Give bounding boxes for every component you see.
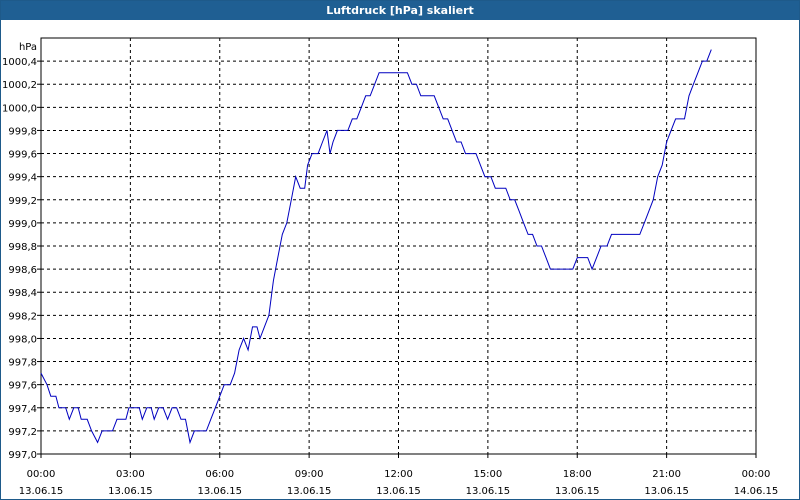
y-tick-label: 998,6 [8, 265, 37, 276]
y-tick-label: 1000,0 [2, 103, 37, 114]
y-tick-label: 998,8 [8, 242, 37, 253]
y-tick-label: 998,0 [8, 334, 37, 345]
chart-title: Luftdruck [hPa] skaliert [1, 1, 799, 20]
x-tick-time-label: 06:00 [205, 469, 234, 480]
x-tick-time-label: 00:00 [27, 469, 56, 480]
x-tick-date-label: 13.06.15 [197, 486, 242, 497]
x-tick-time-label: 12:00 [384, 469, 413, 480]
x-tick-date-label: 14.06.15 [734, 486, 779, 497]
y-tick-label: 1000,4 [2, 57, 37, 68]
x-tick-date-label: 13.06.15 [376, 486, 421, 497]
y-axis-label: hPa [19, 42, 37, 53]
x-tick-time-label: 18:00 [563, 469, 592, 480]
x-tick-time-label: 15:00 [473, 469, 502, 480]
y-tick-label: 997,6 [8, 381, 37, 392]
x-tick-date-label: 13.06.15 [644, 486, 689, 497]
x-tick-time-label: 21:00 [652, 469, 681, 480]
y-tick-label: 999,8 [8, 126, 37, 137]
x-tick-time-label: 03:00 [116, 469, 145, 480]
grid [41, 38, 756, 454]
x-tick-time-label: 00:00 [742, 469, 771, 480]
x-tick-time-label: 09:00 [295, 469, 324, 480]
y-tick-label: 999,6 [8, 150, 37, 161]
y-axis: 997,0 997,2 997,4 997,6 997,8 998,0 998,2 998,4… [2, 57, 41, 461]
y-tick-label: 997,0 [8, 450, 37, 461]
x-axis: 00:00 13.06.15 03:00 13.06.15 06:00 13.06.15 0… [19, 454, 779, 497]
x-tick-date-label: 13.06.15 [108, 486, 153, 497]
x-tick-date-label: 13.06.15 [466, 486, 511, 497]
x-tick-date-label: 13.06.15 [555, 486, 600, 497]
series-group [40, 49, 712, 445]
y-tick-label: 997,4 [8, 404, 37, 415]
y-tick-label: 997,2 [8, 427, 37, 438]
y-tick-label: 999,2 [8, 196, 37, 207]
x-tick-date-label: 13.06.15 [287, 486, 332, 497]
y-tick-label: 998,4 [8, 288, 37, 299]
y-tick-label: 997,8 [8, 358, 37, 369]
x-tick-date-label: 13.06.15 [19, 486, 64, 497]
y-tick-label: 999,4 [8, 173, 37, 184]
y-tick-label: 1000,2 [2, 80, 37, 91]
y-tick-label: 998,2 [8, 311, 37, 322]
y-tick-label: 999,0 [8, 219, 37, 230]
series-line [40, 49, 712, 445]
